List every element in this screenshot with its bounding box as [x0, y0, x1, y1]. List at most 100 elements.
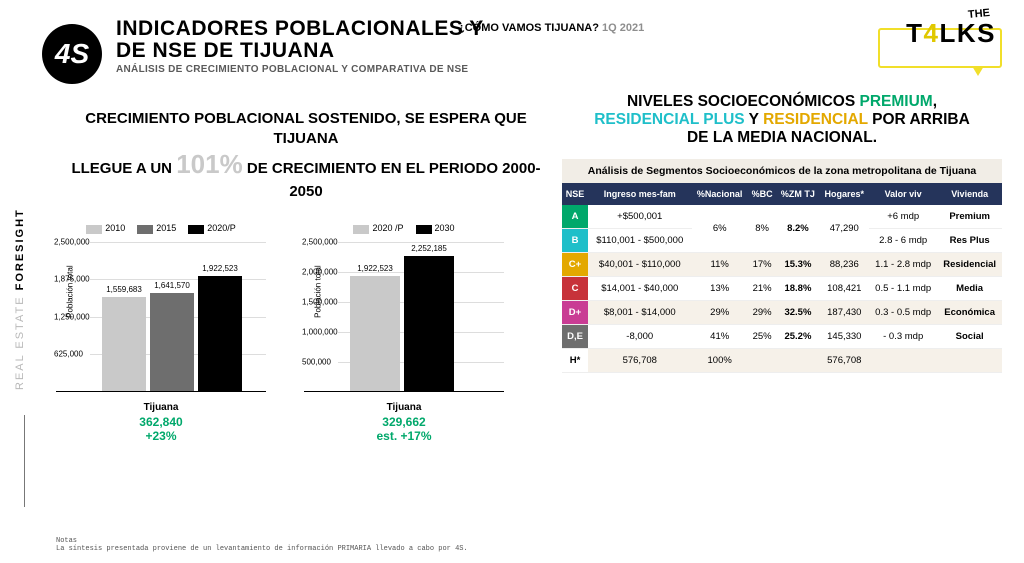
- header-tag: ¿CÓMO VAMOS TIJUANA? 1Q 2021: [458, 22, 644, 34]
- cell-nse: H*: [562, 348, 588, 372]
- bar-value-label: 1,559,683: [106, 285, 142, 294]
- cell-vivienda: Media: [937, 276, 1002, 300]
- cell-nac: 41%: [692, 324, 748, 348]
- rh-part1: NIVELES SOCIOECONÓMICOS: [627, 93, 860, 110]
- rh-comma: ,: [933, 93, 937, 110]
- chart-bar: 1,922,523: [350, 276, 400, 391]
- rh-resplus: RESIDENCIAL PLUS: [594, 111, 744, 128]
- cell-valor: [869, 348, 937, 372]
- rh-residencial: RESIDENCIAL: [763, 111, 868, 128]
- bar-value-label: 1,922,523: [357, 264, 393, 273]
- right-column: NIVELES SOCIOECONÓMICOS PREMIUM, RESIDEN…: [562, 85, 1002, 443]
- cell-nac: 100%: [692, 348, 748, 372]
- table-header-cell: Valor viv: [869, 183, 937, 205]
- cell-ingreso: -8,000: [588, 324, 692, 348]
- side-vertical-label: REAL ESTATE FORESIGHT: [14, 208, 26, 390]
- y-tick-label: 500,000: [302, 357, 331, 366]
- logo-letter-t: T: [906, 18, 923, 48]
- table-row: C+$40,001 - $110,00011%17%15.3%88,2361.1…: [562, 252, 1002, 276]
- cell-ingreso: $14,001 - $40,000: [588, 276, 692, 300]
- cell-hog: 88,236: [820, 252, 870, 276]
- y-tick-label: 625,000: [54, 350, 83, 359]
- legend-item: 2015: [137, 223, 176, 233]
- bar-group: 1,922,5232,252,185: [350, 256, 454, 391]
- rh-premium: PREMIUM: [860, 93, 933, 110]
- cell-nse: D+: [562, 300, 588, 324]
- logo-bubble-tail: [972, 66, 984, 76]
- cell-ingreso: 576,708: [588, 348, 692, 372]
- cell-vivienda: Económica: [937, 300, 1002, 324]
- table-header-cell: %ZM TJ: [776, 183, 819, 205]
- rh-part3: DE LA MEDIA NACIONAL.: [687, 129, 877, 146]
- x-axis-label: Tijuana: [304, 402, 504, 413]
- cell-valor: 2.8 - 6 mdp: [869, 228, 937, 252]
- legend-item: 2020 /P: [353, 223, 403, 233]
- y-tick-label: 2,500,000: [54, 237, 90, 246]
- right-headline: NIVELES SOCIOECONÓMICOS PREMIUM, RESIDEN…: [562, 93, 1002, 146]
- grid-line: [90, 242, 266, 243]
- chart-summary: 362,840+23%: [56, 415, 266, 444]
- cell-vivienda: Premium: [937, 205, 1002, 229]
- logo-letter-4: 4: [924, 18, 940, 48]
- footnotes: Notas La síntesis presentada proviene de…: [56, 537, 468, 553]
- left-headline-2b: DE CRECIMIENTO EN EL PERIODO 2000-2050: [243, 160, 541, 200]
- nse-table-wrap: Análisis de Segmentos Socioeconómicos de…: [562, 159, 1002, 373]
- left-headline-line1: CRECIMIENTO POBLACIONAL SOSTENIDO, SE ES…: [56, 109, 556, 148]
- footnote-line1: Notas: [56, 537, 468, 545]
- cell-hog: 108,421: [820, 276, 870, 300]
- cell-bc: 29%: [748, 300, 776, 324]
- logo-letter-lks: LKS: [940, 18, 997, 48]
- table-header-cell: NSE: [562, 183, 588, 205]
- cell-zmtj: 32.5%: [776, 300, 819, 324]
- page-subtitle: ANÁLISIS DE CRECIMIENTO POBLACIONAL Y CO…: [116, 64, 996, 75]
- table-header-cell: Vivienda: [937, 183, 1002, 205]
- cell-zmtj: 25.2%: [776, 324, 819, 348]
- cell-valor: 0.5 - 1.1 mdp: [869, 276, 937, 300]
- content-row: CRECIMIENTO POBLACIONAL SOSTENIDO, SE ES…: [0, 79, 1024, 443]
- table-header-cell: %BC: [748, 183, 776, 205]
- y-tick-label: 1,500,000: [302, 297, 338, 306]
- cell-vivienda: Res Plus: [937, 228, 1002, 252]
- rh-part2: POR ARRIBA: [868, 111, 970, 128]
- table-row: A+$500,0016%8%8.2%47,290+6 mdpPremium: [562, 205, 1002, 229]
- left-headline-percent: 101%: [176, 149, 243, 179]
- cell-nac: 13%: [692, 276, 748, 300]
- side-label-bold: FORESIGHT: [14, 208, 26, 290]
- left-headline: CRECIMIENTO POBLACIONAL SOSTENIDO, SE ES…: [56, 109, 556, 201]
- y-tick-label: 2,000,000: [302, 267, 338, 276]
- table-row: D,E-8,00041%25%25.2%145,330- 0.3 mdpSoci…: [562, 324, 1002, 348]
- cell-nse: B: [562, 228, 588, 252]
- cell-bc: 17%: [748, 252, 776, 276]
- chart-legend: 201020152020/P: [56, 223, 266, 233]
- cell-vivienda: Residencial: [937, 252, 1002, 276]
- cell-ingreso: $40,001 - $110,000: [588, 252, 692, 276]
- left-column: CRECIMIENTO POBLACIONAL SOSTENIDO, SE ES…: [56, 85, 556, 443]
- bar-group: 1,559,6831,641,5701,922,523: [102, 276, 242, 391]
- chart-legend: 2020 /P2030: [304, 223, 504, 233]
- chart-bar: 2,252,185: [404, 256, 454, 391]
- y-tick-label: 1,875,000: [54, 275, 90, 284]
- table-row: C$14,001 - $40,00013%21%18.8%108,4210.5 …: [562, 276, 1002, 300]
- nse-table: NSEIngreso mes-fam%Nacional%BC%ZM TJHoga…: [562, 183, 1002, 373]
- cell-valor: 1.1 - 2.8 mdp: [869, 252, 937, 276]
- cell-zmtj: 18.8%: [776, 276, 819, 300]
- cell-ingreso: $110,001 - $500,000: [588, 228, 692, 252]
- y-tick-label: 1,250,000: [54, 312, 90, 321]
- y-axis-label: Población total: [66, 265, 75, 317]
- cell-zmtj: 15.3%: [776, 252, 819, 276]
- cell-hog: 47,290: [820, 205, 870, 253]
- x-axis-label: Tijuana: [56, 402, 266, 413]
- bar-value-label: 2,252,185: [411, 244, 447, 253]
- cell-zmtj: 8.2%: [776, 205, 819, 253]
- rh-y: Y: [745, 111, 763, 128]
- table-header-cell: %Nacional: [692, 183, 748, 205]
- y-tick-label: 1,000,000: [302, 327, 338, 336]
- cell-hog: 576,708: [820, 348, 870, 372]
- chart-bar: 1,641,570: [150, 293, 194, 391]
- chart-area: Población total2,500,0002,000,0001,500,0…: [304, 242, 504, 392]
- table-header-cell: Hogares*: [820, 183, 870, 205]
- y-tick-label: 2,500,000: [302, 237, 338, 246]
- population-chart-2010-2020: 201020152020/P Población total 2,500,000 1,…: [56, 223, 266, 443]
- cell-nac: 6%: [692, 205, 748, 253]
- cell-nac: 11%: [692, 252, 748, 276]
